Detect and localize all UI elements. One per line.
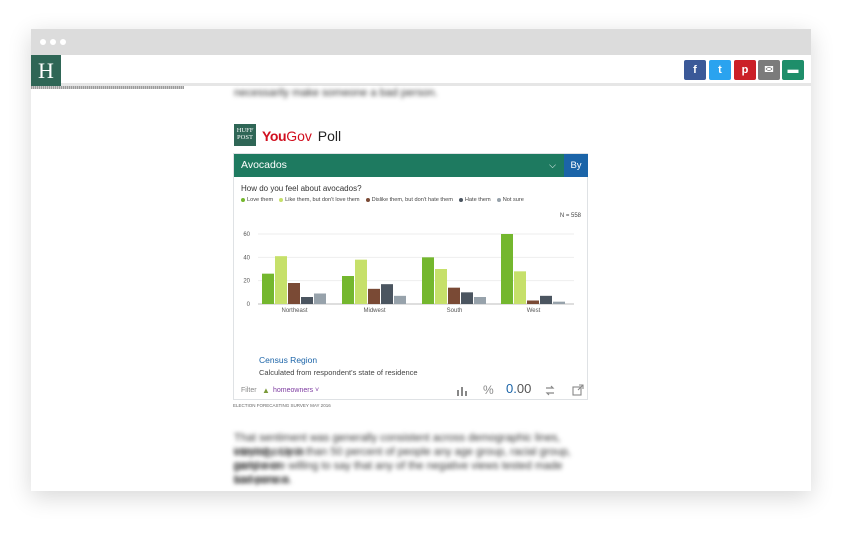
bar-northeast-0[interactable] — [262, 273, 274, 304]
facebook-share-button[interactable]: f — [684, 60, 706, 80]
y-tick-label: 60 — [243, 232, 250, 238]
bar-northeast-2[interactable] — [288, 283, 300, 304]
by-button[interactable]: By — [564, 154, 588, 177]
bar-west-3[interactable] — [540, 295, 552, 304]
legend-dot-icon — [365, 197, 370, 202]
article-line: bad person. — [234, 474, 293, 486]
bar-chart: 0 20 40 60 Northeast Midwest South West — [243, 232, 574, 314]
census-region-link[interactable]: Census Region — [259, 355, 318, 365]
bar-northeast-3[interactable] — [301, 297, 313, 304]
email-icon: ✉ — [764, 64, 774, 76]
x-tick-label: Northeast — [281, 308, 307, 314]
huffpost-logo: HUFF POST — [234, 124, 256, 146]
x-tick-label: South — [447, 308, 463, 314]
article-line: party were willing to say that any of th… — [234, 460, 563, 486]
bar-midwest-0[interactable] — [342, 276, 354, 304]
percent-icon[interactable]: % — [483, 383, 494, 397]
pinterest-icon: p — [741, 64, 749, 76]
reading-progress-bar — [31, 86, 184, 89]
legend-item: Love them — [241, 197, 273, 203]
legend-item: Like them, but don't love them — [279, 197, 360, 203]
filter-label: Filter — [241, 387, 257, 394]
bar-midwest-4[interactable] — [394, 295, 406, 304]
chevron-down-icon: ⌵ — [549, 160, 556, 170]
comment-icon: ▬ — [787, 64, 799, 76]
browser-titlebar — [31, 29, 811, 55]
poll-source: ELECTION FORECASTING SURVEY MAY 2016 — [233, 403, 331, 408]
bar-west-2[interactable] — [527, 300, 539, 305]
region-note: Calculated from respondent's state of re… — [259, 368, 418, 377]
twitter-icon: t — [718, 64, 722, 76]
bar-south-1[interactable] — [435, 269, 447, 304]
bar-midwest-3[interactable] — [381, 284, 393, 304]
email-share-button[interactable]: ✉ — [758, 60, 780, 80]
bar-west-0[interactable] — [501, 234, 513, 304]
comment-share-button[interactable]: ▬ — [782, 60, 804, 80]
legend-item: Not sure — [496, 197, 524, 203]
article-text-top: necessarily make someone a bad person. — [234, 87, 438, 99]
bar-midwest-1[interactable] — [355, 259, 367, 304]
sample-size: N = 558 — [559, 213, 581, 219]
bar-midwest-2[interactable] — [368, 288, 380, 304]
yougov-poll-brand: YouGov Poll — [262, 128, 342, 144]
window-dot-icon — [60, 39, 66, 45]
site-header — [31, 55, 811, 86]
chart-legend: Love them Like them, but don't love them D… — [241, 197, 581, 203]
bar-south-0[interactable] — [422, 257, 434, 304]
site-logo[interactable]: H — [31, 55, 61, 86]
topic-label: Avocados — [241, 159, 287, 171]
window-dot-icon — [50, 39, 56, 45]
house-icon: ▲ — [262, 386, 270, 395]
swap-icon[interactable] — [544, 385, 556, 396]
bar-south-2[interactable] — [448, 287, 460, 304]
bar-northeast-4[interactable] — [314, 293, 326, 305]
legend-dot-icon — [496, 197, 501, 202]
facebook-icon: f — [693, 64, 697, 76]
decimal-precision-toggle[interactable]: 0.00 — [506, 381, 532, 396]
y-tick-label: 0 — [247, 302, 251, 308]
y-tick-label: 40 — [243, 255, 250, 261]
browser-window: H f t p ✉ ▬ necessarily make someone a bad p… — [31, 29, 811, 491]
legend-item: Hate them — [458, 197, 491, 203]
legend-item: Dislike them, but don't hate them — [365, 197, 453, 203]
article-line: That sentiment was generally consistent … — [234, 432, 561, 458]
legend-dot-icon — [241, 197, 245, 202]
expand-icon[interactable] — [572, 384, 584, 396]
article-line: intensity. Less than 50 percent of peopl… — [234, 446, 571, 472]
chevron-down-icon: ˅ — [315, 387, 320, 394]
poll-widget: Avocados ⌵ By How do you feel about avoc… — [233, 153, 588, 400]
bar-west-4[interactable] — [553, 301, 565, 304]
bar-west-1[interactable] — [514, 271, 526, 304]
legend-dot-icon — [458, 197, 463, 202]
bar-south-4[interactable] — [474, 297, 486, 304]
topic-dropdown[interactable]: Avocados ⌵ — [234, 154, 564, 177]
legend-dot-icon — [279, 197, 284, 202]
bar-northeast-1[interactable] — [275, 256, 287, 304]
x-tick-label: West — [527, 308, 541, 314]
filter-homeowners-dropdown[interactable]: homeowners ˅ — [273, 387, 320, 394]
x-tick-label: Midwest — [363, 308, 385, 314]
pinterest-share-button[interactable]: p — [734, 60, 756, 80]
window-dot-icon — [40, 39, 46, 45]
bar-south-3[interactable] — [461, 292, 473, 304]
poll-question: How do you feel about avocados? — [241, 184, 362, 193]
y-tick-label: 20 — [243, 279, 250, 285]
twitter-share-button[interactable]: t — [709, 60, 731, 80]
bar-chart-icon[interactable] — [456, 385, 468, 396]
